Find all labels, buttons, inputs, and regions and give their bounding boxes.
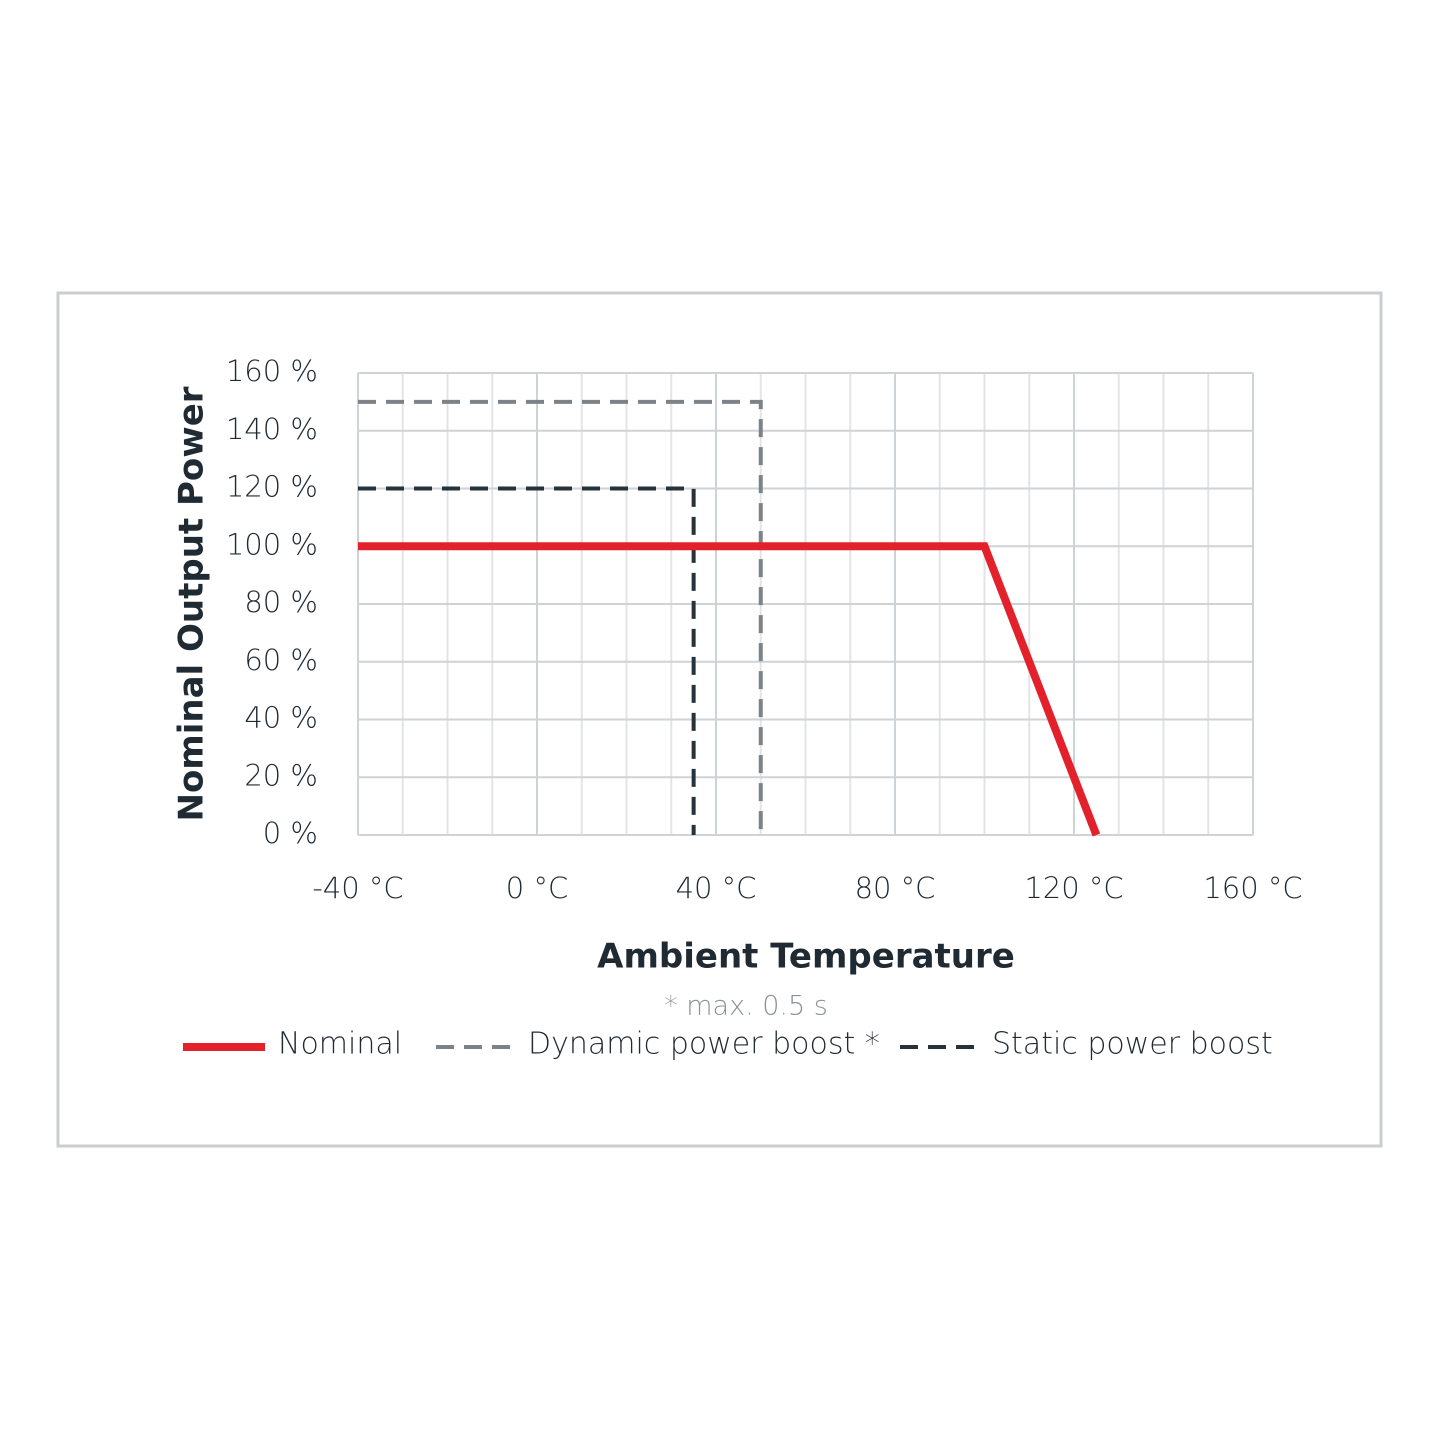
series-line — [358, 399, 763, 835]
y-tick-label: 20 % — [244, 758, 318, 792]
y-tick-label: 0 % — [263, 816, 318, 850]
x-tick-label: 40 °C — [676, 871, 757, 905]
y-tick-label: 60 % — [244, 643, 318, 677]
y-tick-label: 100 % — [226, 527, 318, 561]
y-tick-label: 120 % — [226, 470, 318, 504]
y-tick-label: 40 % — [244, 701, 318, 735]
y-tick-label: 140 % — [226, 412, 318, 446]
x-tick-label: 120 °C — [1024, 871, 1123, 905]
legend-label: Static power boost — [992, 1027, 1273, 1062]
x-tick-label: 80 °C — [855, 871, 936, 905]
y-axis-label: Nominal Output Power — [172, 386, 212, 821]
series-line — [358, 486, 696, 835]
x-axis-label: Ambient Temperature — [597, 937, 1015, 977]
legend-label: Nominal — [278, 1027, 402, 1062]
x-tick-label: 0 °C — [506, 871, 568, 905]
annotation: * max. 0.5 s — [664, 991, 828, 1022]
y-tick-label: 80 % — [244, 585, 318, 619]
y-tick-label: 160 % — [226, 354, 318, 388]
legend-label: Dynamic power boost * — [528, 1027, 880, 1062]
x-tick-label: 160 °C — [1203, 871, 1302, 905]
x-tick-label: -40 °C — [312, 871, 403, 905]
series-line — [358, 542, 1101, 837]
